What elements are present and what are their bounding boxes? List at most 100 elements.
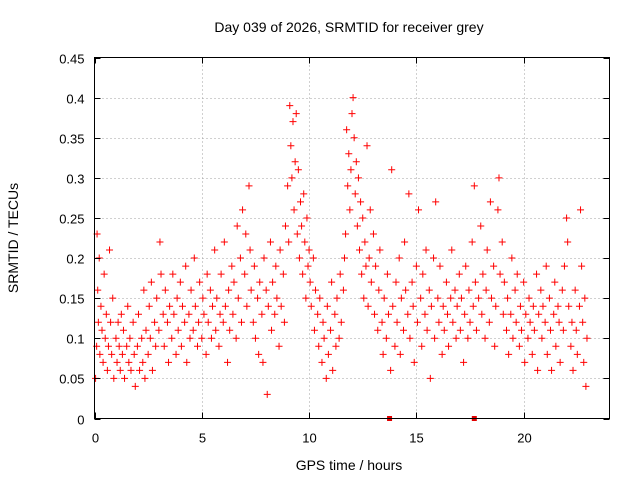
data-point [500, 278, 508, 286]
data-point [548, 366, 556, 374]
data-point [365, 254, 373, 262]
data-point [339, 286, 347, 294]
data-point [483, 246, 491, 254]
data-point [230, 278, 238, 286]
y-tick-label: 0.3 [66, 172, 84, 187]
data-point [490, 262, 498, 270]
data-point [481, 334, 489, 342]
data-point [174, 326, 182, 334]
data-point [571, 286, 579, 294]
data-point [496, 270, 504, 278]
data-point [357, 198, 365, 206]
data-point [538, 334, 546, 342]
data-point [106, 246, 114, 254]
data-point [200, 310, 208, 318]
data-point [477, 222, 485, 230]
data-point [290, 206, 298, 214]
data-point [299, 270, 307, 278]
data-point [551, 278, 559, 286]
data-point [486, 198, 494, 206]
data-point [113, 358, 121, 366]
data-point [250, 262, 258, 270]
data-point [170, 310, 178, 318]
data-point [226, 326, 234, 334]
data-point [401, 238, 409, 246]
data-point [558, 286, 566, 294]
data-point [452, 334, 460, 342]
data-point [580, 358, 588, 366]
y-tick-label: 0.15 [59, 292, 84, 307]
data-point [114, 318, 122, 326]
data-point [504, 294, 512, 302]
data-point [405, 190, 413, 198]
data-point [303, 214, 311, 222]
data-point [209, 302, 217, 310]
data-point [388, 166, 396, 174]
data-point [166, 302, 174, 310]
x-tick-label: 20 [517, 431, 531, 446]
data-point [136, 366, 144, 374]
data-point [552, 342, 560, 350]
data-point [422, 246, 430, 254]
data-point [331, 310, 339, 318]
data-point [432, 198, 440, 206]
data-point [186, 334, 194, 342]
data-point [304, 262, 312, 270]
data-point [182, 262, 190, 270]
data-point [123, 342, 131, 350]
data-point [103, 366, 111, 374]
data-point [347, 166, 355, 174]
data-point [130, 350, 138, 358]
data-point [342, 230, 350, 238]
data-point [279, 270, 287, 278]
y-tick-label: 0.45 [59, 52, 84, 67]
data-point [374, 326, 382, 334]
data-point [140, 286, 148, 294]
data-point [242, 230, 250, 238]
data-point [246, 246, 254, 254]
data-point [568, 318, 576, 326]
data-point [220, 238, 228, 246]
data-point [245, 182, 253, 190]
data-point [470, 182, 478, 190]
data-point [327, 326, 335, 334]
data-point [567, 342, 575, 350]
data-point [375, 286, 383, 294]
data-point [448, 246, 456, 254]
data-point [456, 326, 464, 334]
data-point [221, 302, 229, 310]
data-point [147, 278, 155, 286]
x-tick-label: 0 [92, 431, 99, 446]
data-point [581, 294, 589, 302]
data-point [543, 350, 551, 358]
y-tick-label: 0.2 [66, 252, 84, 267]
data-point [152, 342, 160, 350]
data-point [354, 174, 362, 182]
data-point [406, 334, 414, 342]
data-point [176, 278, 184, 286]
data-point [369, 230, 377, 238]
data-point [430, 254, 438, 262]
data-point [161, 286, 169, 294]
data-point [181, 318, 189, 326]
data-point [559, 326, 567, 334]
data-point [323, 302, 331, 310]
data-point [187, 286, 195, 294]
data-point [168, 334, 176, 342]
data-point [524, 334, 532, 342]
data-point [384, 310, 392, 318]
data-point [554, 302, 562, 310]
data-point [332, 342, 340, 350]
data-point [348, 110, 356, 118]
data-point [271, 310, 279, 318]
data-point [541, 318, 549, 326]
data-point [131, 382, 139, 390]
data-point [295, 254, 303, 262]
data-point [389, 302, 397, 310]
data-point [234, 294, 242, 302]
data-point [534, 366, 542, 374]
data-point [408, 278, 416, 286]
data-point [335, 334, 343, 342]
chart-title: Day 039 of 2026, SRMTID for receiver gre… [214, 19, 483, 35]
